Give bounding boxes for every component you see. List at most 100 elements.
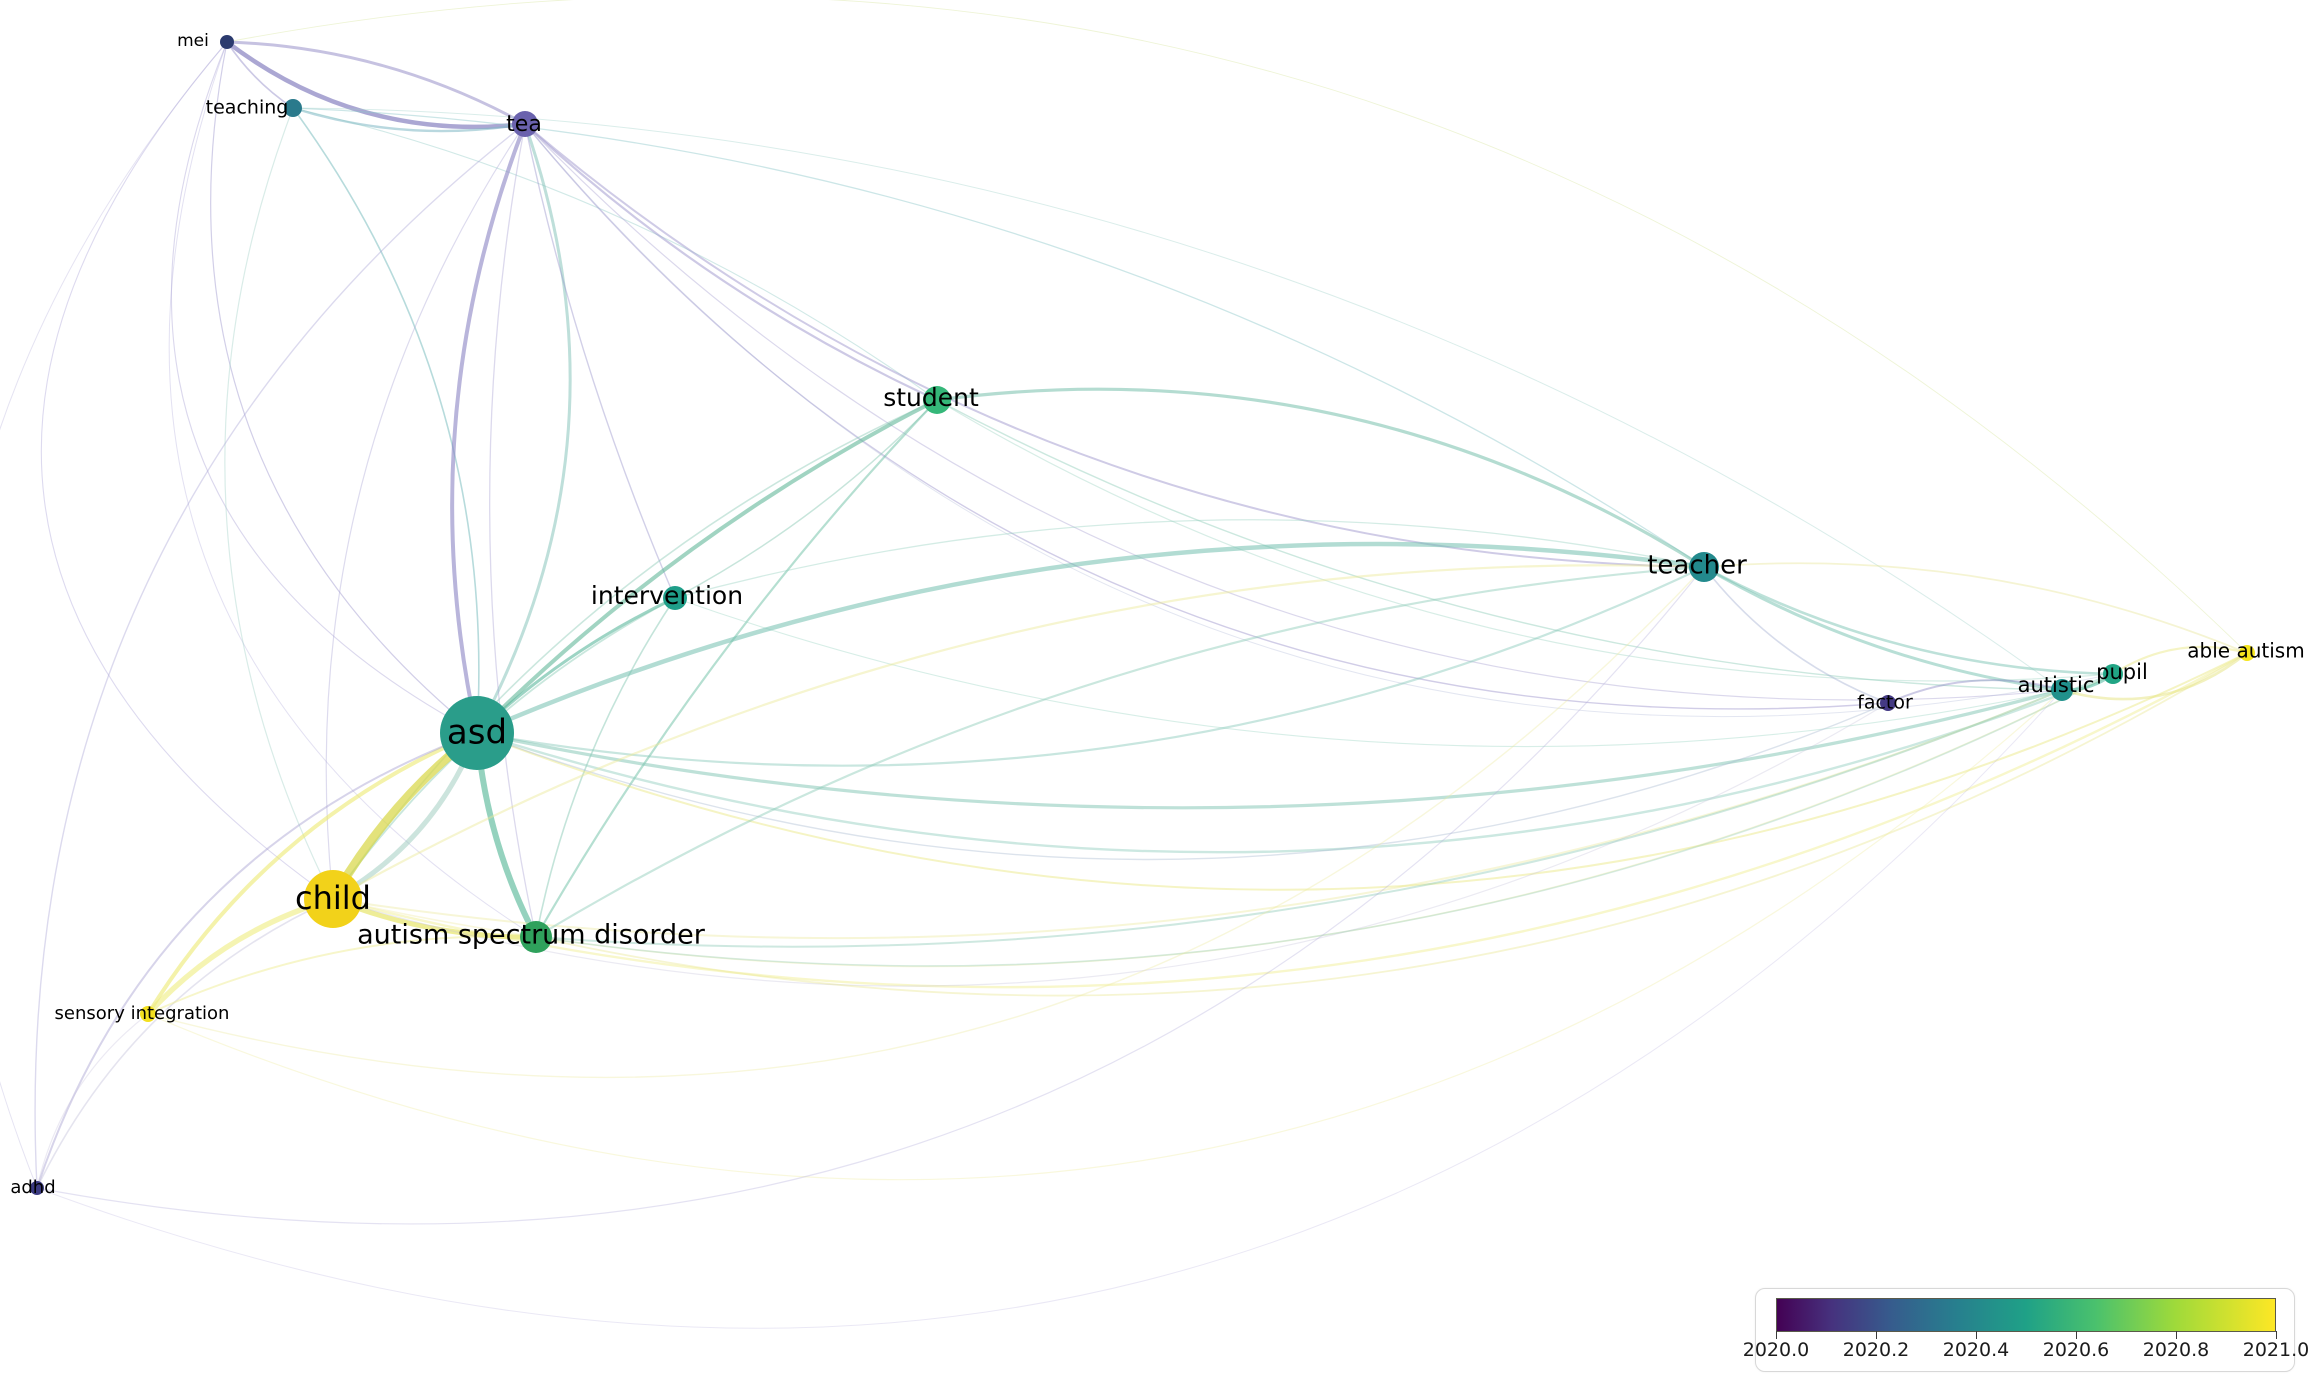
graph-edge xyxy=(524,123,1705,568)
graph-node-asd[interactable] xyxy=(440,696,514,770)
graph-node-autism-spectrum-disorder[interactable] xyxy=(520,921,552,953)
graph-edge xyxy=(331,651,2249,989)
colorbar-tick-label: 2020.2 xyxy=(1842,1339,1910,1361)
graph-edge xyxy=(36,1013,149,1189)
graph-edge xyxy=(524,123,1889,710)
graph-edge xyxy=(936,399,2063,691)
graph-edge xyxy=(34,123,526,1189)
node-labels-layer: mei teaching tea student intervention teacher… xyxy=(10,31,2304,1198)
graph-edge xyxy=(147,935,537,1015)
colorbar-tick-label: 2021.0 xyxy=(2242,1339,2310,1361)
graph-edge xyxy=(524,123,2063,701)
graph-edge xyxy=(534,565,1706,939)
graph-edge xyxy=(523,122,939,402)
graph-edge xyxy=(36,732,478,1189)
graph-node-label-tea: tea xyxy=(506,112,542,137)
graph-node-tea[interactable] xyxy=(512,111,538,137)
colorbar-tick-labels: 2020.0 2020.2 2020.4 2020.6 2020.8 2021.0 xyxy=(1743,1339,2309,1365)
graph-node-pupil[interactable] xyxy=(2103,664,2123,684)
graph-edge xyxy=(935,387,1706,569)
graph-edge xyxy=(147,689,2063,1181)
graph-edge xyxy=(292,107,2063,691)
graph-edge xyxy=(475,565,1706,767)
graph-edge xyxy=(224,107,334,900)
graph-edge xyxy=(1703,562,2248,654)
graph-edge xyxy=(225,40,527,126)
graph-node-label-autistic: autistic xyxy=(2018,673,2095,697)
graph-node-label-sensory-integration: sensory integration xyxy=(55,1003,230,1024)
graph-edge xyxy=(170,41,478,734)
colorbar-tick-label: 2020.8 xyxy=(2142,1339,2210,1361)
graph-edge xyxy=(224,39,528,130)
graph-edge xyxy=(535,652,2248,997)
graph-edge xyxy=(292,107,938,401)
graph-edge xyxy=(2111,645,2249,676)
graph-edge xyxy=(36,689,2063,1329)
nodes-layer xyxy=(30,35,2255,1195)
colorbar-tick-label: 2020.4 xyxy=(1942,1339,2010,1361)
graph-edge xyxy=(226,41,294,109)
graph-edge xyxy=(146,731,479,1016)
graph-edge xyxy=(210,41,478,734)
graph-edge xyxy=(1702,565,2064,692)
edges-layer xyxy=(0,0,2249,1329)
graph-node-label-child: child xyxy=(295,879,371,917)
graph-edge xyxy=(332,689,2063,940)
graph-edge xyxy=(674,519,1705,599)
graph-edge xyxy=(332,673,2114,968)
graph-edge xyxy=(2060,651,2249,701)
graph-node-student[interactable] xyxy=(923,386,951,414)
graph-node-sensory-integration[interactable] xyxy=(140,1006,156,1022)
graph-node-label-pupil: pupil xyxy=(2096,660,2148,684)
graph-node-child[interactable] xyxy=(304,870,362,928)
colorbar-wrap xyxy=(1776,1298,2276,1332)
colorbar-tick xyxy=(2076,1331,2077,1339)
graph-edge xyxy=(474,541,1707,736)
graph-edge xyxy=(147,566,1705,1079)
graph-edge xyxy=(36,566,1705,1225)
graph-node-label-factor: factor xyxy=(1857,692,1913,714)
colorbar-gradient xyxy=(1776,1298,2276,1332)
graph-node-adhd[interactable] xyxy=(30,1181,44,1195)
graph-edge xyxy=(1703,566,1889,704)
colorbar-legend: 2020.0 2020.2 2020.4 2020.6 2020.8 2021.0 xyxy=(1743,1288,2309,1372)
graph-node-label-able-autism: able autism xyxy=(2187,639,2304,663)
graph-node-teaching[interactable] xyxy=(284,99,302,117)
graph-node-label-teacher: teacher xyxy=(1647,551,1747,581)
graph-node-label-asd: asd xyxy=(447,713,507,753)
graph-edge xyxy=(291,106,527,133)
colorbar-tick xyxy=(2276,1331,2277,1339)
graph-node-teacher[interactable] xyxy=(1689,552,1719,582)
graph-node-label-autism-spectrum-disorder: autism spectrum disorder xyxy=(357,920,706,951)
graph-node-factor[interactable] xyxy=(1880,695,1896,711)
graph-edge xyxy=(292,107,480,734)
graph-edge xyxy=(674,597,2063,748)
graph-edge xyxy=(475,688,2064,810)
graph-edge xyxy=(475,398,939,735)
graph-node-able-autism[interactable] xyxy=(2239,645,2255,661)
graph-node-label-mei: mei xyxy=(177,31,209,51)
graph-node-mei[interactable] xyxy=(220,35,234,49)
graph-node-label-adhd: adhd xyxy=(10,1177,55,1198)
graph-edge xyxy=(534,398,939,939)
graph-node-autistic[interactable] xyxy=(2051,679,2073,701)
graph-node-label-intervention: intervention xyxy=(591,581,743,610)
graph-edge xyxy=(1702,565,2115,676)
graph-node-intervention[interactable] xyxy=(663,586,687,610)
colorbar-tick xyxy=(1976,1331,1977,1339)
graph-edge xyxy=(524,123,2114,718)
graph-edge xyxy=(476,702,1889,861)
colorbar-tick xyxy=(1776,1331,1777,1339)
graph-edge xyxy=(674,399,938,599)
graph-edge xyxy=(475,122,572,735)
graph-edge xyxy=(450,122,527,735)
graph-edge xyxy=(325,123,526,900)
graph-edge xyxy=(332,702,1889,987)
graph-edge xyxy=(936,399,2114,682)
colorbar-tick-label: 2020.6 xyxy=(2042,1339,2110,1361)
graph-edge xyxy=(535,689,2063,948)
graph-edge xyxy=(226,0,2248,654)
graph-edge xyxy=(535,597,676,938)
